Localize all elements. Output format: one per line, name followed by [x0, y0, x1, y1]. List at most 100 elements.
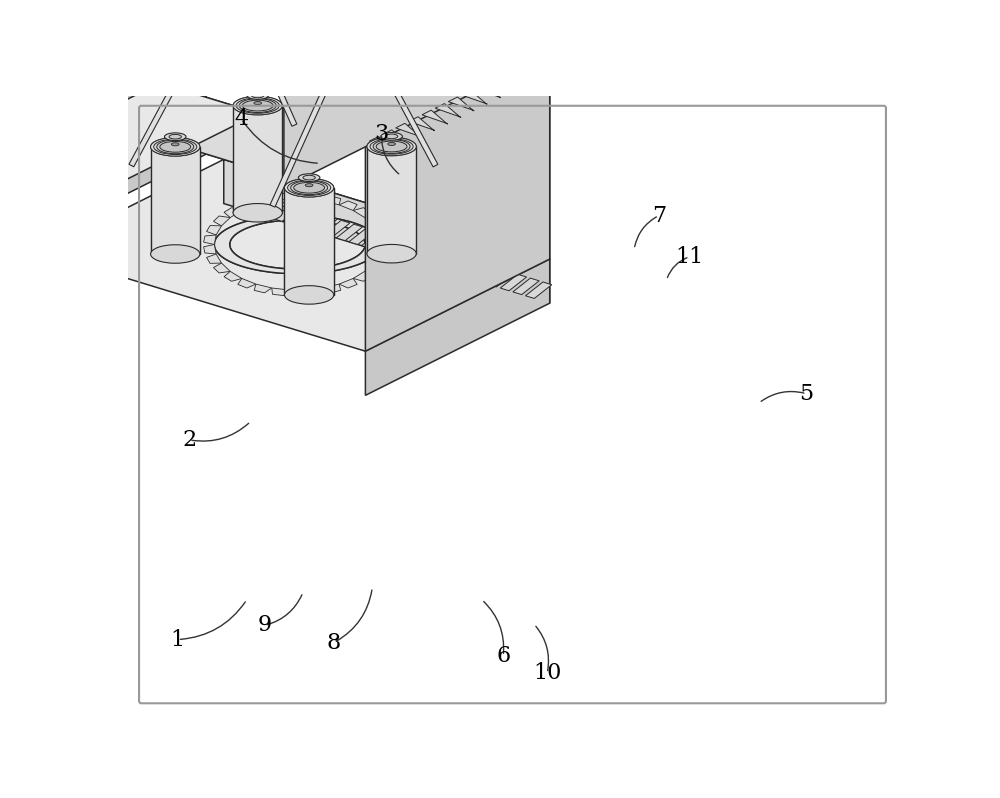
Polygon shape: [527, 57, 553, 71]
Text: 4: 4: [234, 108, 249, 130]
Ellipse shape: [247, 92, 268, 99]
Polygon shape: [396, 124, 421, 137]
Ellipse shape: [373, 140, 410, 153]
Ellipse shape: [284, 179, 334, 197]
Ellipse shape: [376, 141, 407, 152]
Polygon shape: [206, 0, 468, 96]
Polygon shape: [475, 84, 500, 97]
Ellipse shape: [385, 134, 398, 139]
Polygon shape: [480, 30, 550, 259]
Polygon shape: [501, 71, 527, 85]
Polygon shape: [412, 247, 438, 264]
Polygon shape: [204, 235, 216, 244]
Polygon shape: [286, 209, 312, 225]
Polygon shape: [409, 117, 435, 131]
Ellipse shape: [169, 134, 181, 139]
Ellipse shape: [242, 101, 273, 111]
Polygon shape: [365, 259, 550, 395]
Polygon shape: [224, 207, 242, 218]
Polygon shape: [383, 130, 408, 144]
Ellipse shape: [151, 245, 200, 263]
Polygon shape: [272, 193, 289, 201]
Polygon shape: [129, 1, 221, 167]
Polygon shape: [448, 97, 474, 111]
Polygon shape: [0, 83, 259, 206]
Text: 1: 1: [170, 629, 185, 650]
Polygon shape: [204, 244, 216, 254]
Polygon shape: [296, 30, 550, 143]
Polygon shape: [39, 160, 550, 351]
Polygon shape: [500, 275, 527, 290]
Text: 5: 5: [800, 383, 814, 405]
Ellipse shape: [171, 143, 179, 146]
Polygon shape: [379, 244, 391, 254]
Polygon shape: [353, 271, 371, 281]
Polygon shape: [422, 110, 448, 124]
Polygon shape: [365, 216, 382, 226]
Polygon shape: [387, 239, 413, 256]
Polygon shape: [450, 259, 476, 275]
Polygon shape: [213, 216, 230, 226]
Polygon shape: [425, 251, 451, 267]
Polygon shape: [207, 226, 222, 235]
Ellipse shape: [381, 132, 402, 140]
Polygon shape: [488, 271, 514, 287]
Polygon shape: [475, 267, 501, 283]
Polygon shape: [235, 193, 262, 210]
Polygon shape: [525, 282, 552, 298]
Text: 10: 10: [533, 662, 561, 685]
Ellipse shape: [236, 98, 279, 113]
Polygon shape: [272, 288, 289, 295]
Ellipse shape: [233, 97, 282, 115]
Polygon shape: [345, 0, 438, 167]
Polygon shape: [339, 201, 357, 211]
Polygon shape: [61, 141, 115, 192]
Polygon shape: [160, 0, 206, 154]
Text: 9: 9: [257, 614, 272, 637]
Ellipse shape: [305, 184, 313, 187]
Ellipse shape: [367, 244, 416, 263]
Polygon shape: [298, 212, 325, 229]
Polygon shape: [306, 288, 323, 295]
Polygon shape: [514, 64, 540, 78]
Polygon shape: [462, 263, 489, 279]
Polygon shape: [353, 207, 371, 218]
Polygon shape: [365, 263, 382, 273]
Polygon shape: [541, 51, 566, 65]
Polygon shape: [259, 0, 410, 77]
Polygon shape: [339, 279, 357, 288]
Ellipse shape: [157, 140, 194, 154]
Polygon shape: [323, 196, 341, 205]
Ellipse shape: [367, 137, 416, 156]
Ellipse shape: [388, 142, 395, 145]
Text: 7: 7: [652, 204, 666, 227]
Ellipse shape: [288, 180, 331, 196]
Polygon shape: [379, 235, 391, 244]
Polygon shape: [284, 0, 468, 61]
Polygon shape: [224, 271, 242, 281]
Polygon shape: [22, 0, 468, 5]
Polygon shape: [488, 77, 514, 91]
Polygon shape: [374, 235, 400, 252]
Polygon shape: [324, 220, 350, 237]
Text: 3: 3: [374, 123, 389, 145]
Polygon shape: [219, 0, 297, 126]
Polygon shape: [22, 0, 206, 247]
Polygon shape: [270, 42, 348, 207]
Ellipse shape: [239, 99, 276, 113]
Polygon shape: [369, 136, 395, 150]
Ellipse shape: [55, 141, 80, 160]
Polygon shape: [437, 255, 463, 271]
Polygon shape: [311, 216, 337, 233]
Ellipse shape: [370, 139, 413, 154]
Polygon shape: [278, 0, 297, 43]
Polygon shape: [238, 279, 256, 288]
Polygon shape: [336, 224, 363, 241]
Polygon shape: [373, 226, 388, 235]
Polygon shape: [273, 205, 300, 221]
Ellipse shape: [252, 93, 264, 98]
Ellipse shape: [298, 174, 320, 181]
Polygon shape: [362, 232, 388, 248]
Polygon shape: [214, 215, 381, 274]
Ellipse shape: [160, 141, 191, 152]
